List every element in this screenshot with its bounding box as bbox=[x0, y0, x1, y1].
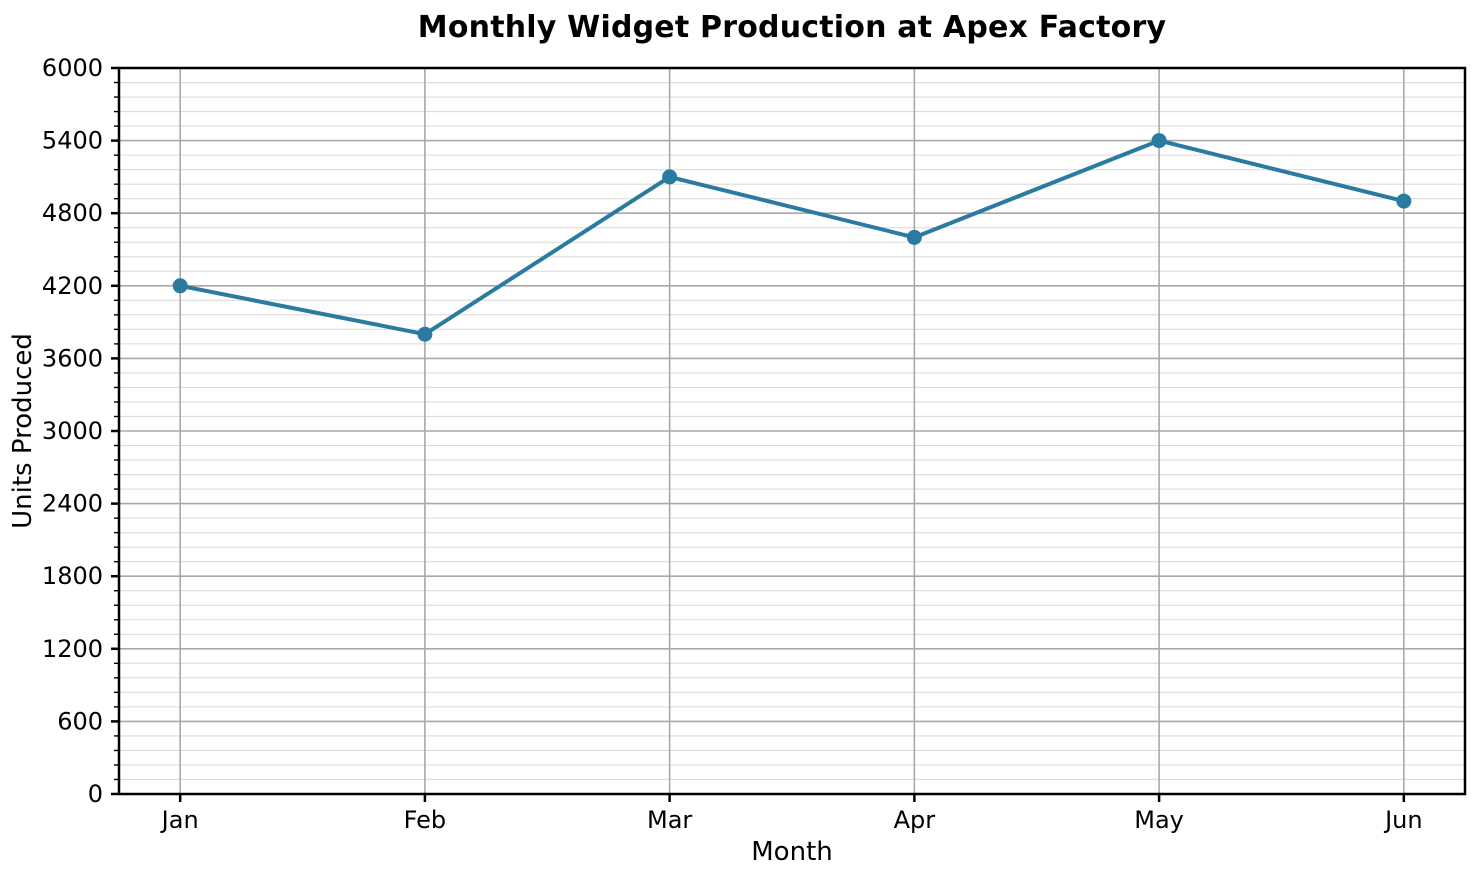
y-tick-label: 6000 bbox=[42, 54, 103, 82]
x-tick-label: Jan bbox=[160, 806, 199, 834]
x-tick-label: Mar bbox=[647, 806, 692, 834]
x-tick-label: May bbox=[1134, 806, 1184, 834]
x-tick-label: Jun bbox=[1383, 806, 1423, 834]
data-line bbox=[178, 138, 1406, 337]
data-point-marker bbox=[1151, 133, 1167, 149]
y-tick-label: 1800 bbox=[42, 562, 103, 590]
y-tick-label: 3000 bbox=[42, 417, 103, 445]
y-tick-label: 600 bbox=[57, 707, 103, 735]
data-point-marker bbox=[662, 169, 678, 185]
data-point-marker bbox=[172, 278, 188, 294]
y-tick-label: 2400 bbox=[42, 490, 103, 518]
x-tick-label: Feb bbox=[404, 806, 447, 834]
y-tick-label: 5400 bbox=[42, 127, 103, 155]
chart-title: Monthly Widget Production at Apex Factor… bbox=[417, 10, 1167, 45]
y-tick-label: 4200 bbox=[42, 272, 103, 300]
x-axis-label: Month bbox=[751, 837, 833, 867]
y-tick-label: 1200 bbox=[42, 635, 103, 663]
data-point-marker bbox=[906, 229, 922, 245]
data-point-marker bbox=[417, 326, 433, 342]
y-tick-label: 4800 bbox=[42, 199, 103, 227]
data-point-marker bbox=[1396, 193, 1412, 209]
y-tick-label: 0 bbox=[88, 780, 103, 808]
x-tick-label: Apr bbox=[894, 806, 936, 834]
y-tick-label: 3600 bbox=[42, 344, 103, 372]
y-axis-label: Units Produced bbox=[8, 333, 38, 529]
